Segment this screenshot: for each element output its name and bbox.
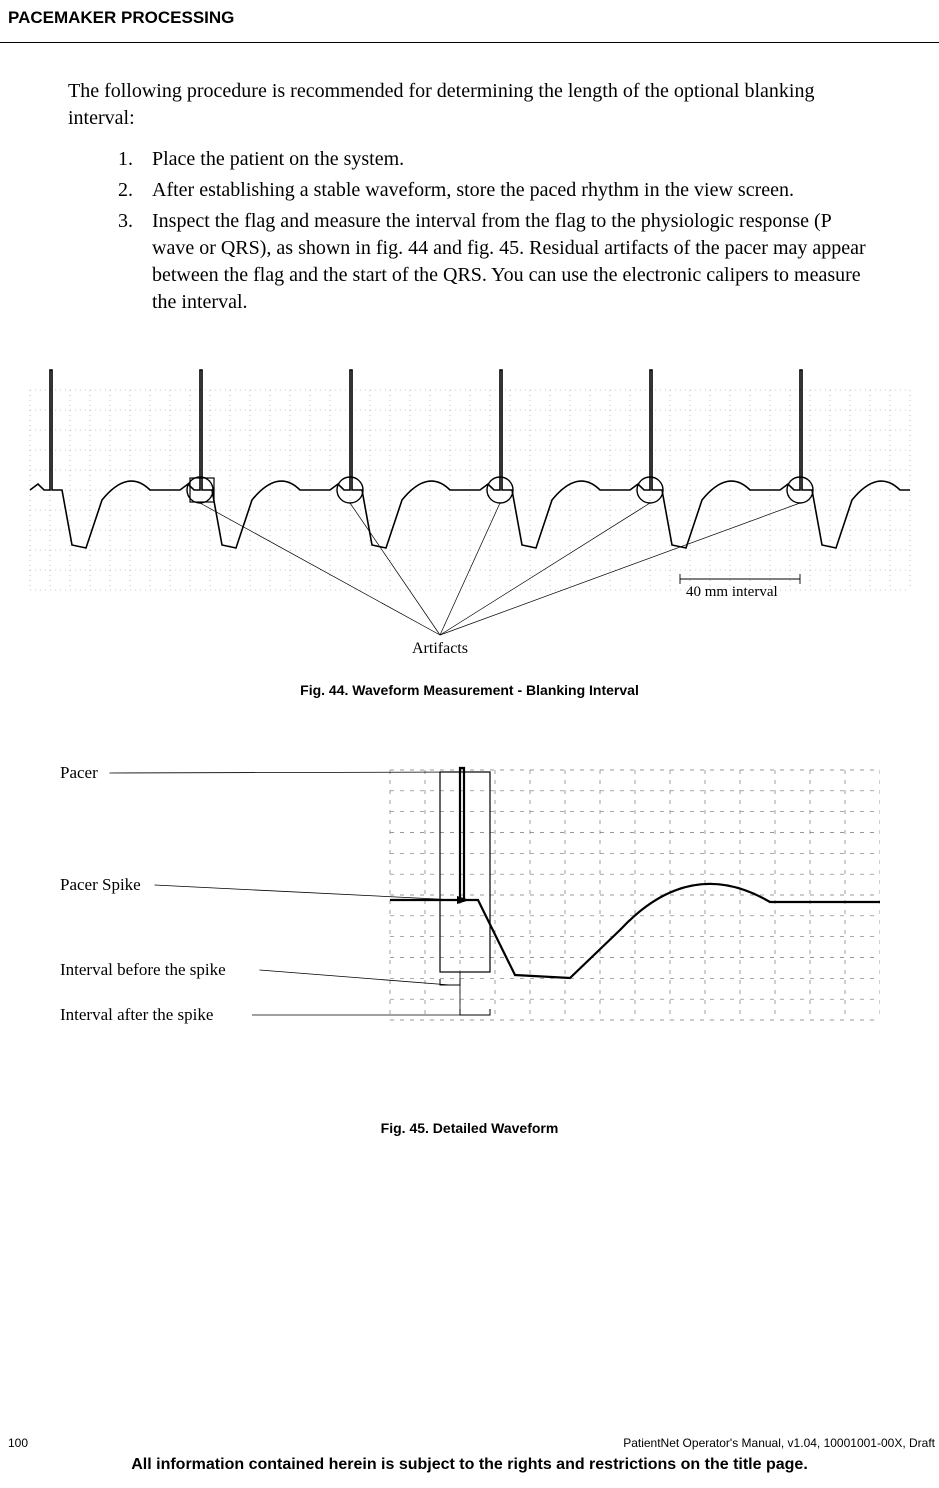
list-item: 1. Place the patient on the system. xyxy=(118,146,868,173)
list-item: 2. After establishing a stable waveform,… xyxy=(118,177,868,204)
list-text: Inspect the flag and measure the interva… xyxy=(152,208,868,316)
footer-notice: All information contained herein is subj… xyxy=(0,1456,939,1474)
list-text: Place the patient on the system. xyxy=(152,146,868,173)
svg-text:40 mm interval: 40 mm interval xyxy=(686,584,778,600)
page-header: PACEMAKER PROCESSING xyxy=(8,8,234,28)
svg-text:Pacer Spike: Pacer Spike xyxy=(60,875,141,894)
header-rule xyxy=(0,42,939,43)
footer-page-number: 100 xyxy=(8,1436,28,1450)
footer-right-text: PatientNet Operator's Manual, v1.04, 100… xyxy=(623,1436,935,1450)
page: PACEMAKER PROCESSING The following proce… xyxy=(0,0,939,1488)
svg-text:Interval after the spike: Interval after the spike xyxy=(60,1005,213,1024)
svg-text:Interval before the spike: Interval before the spike xyxy=(60,960,226,979)
list-text: After establishing a stable waveform, st… xyxy=(152,177,868,204)
list-num: 3. xyxy=(118,208,152,316)
figure-44-waveform: Artifacts 40 mm interval xyxy=(20,360,920,690)
figure-44-caption: Fig. 44. Waveform Measurement - Blanking… xyxy=(0,682,939,698)
intro-paragraph: The following procedure is recommended f… xyxy=(68,78,868,132)
procedure-list: 1. Place the patient on the system. 2. A… xyxy=(118,146,868,316)
figure-45-detailed-waveform: Pacer Pacer Spike Interval before the spik… xyxy=(60,760,880,1080)
body-text: The following procedure is recommended f… xyxy=(68,78,868,320)
svg-text:Pacer: Pacer xyxy=(60,763,98,782)
list-num: 1. xyxy=(118,146,152,173)
list-num: 2. xyxy=(118,177,152,204)
list-item: 3. Inspect the flag and measure the inte… xyxy=(118,208,868,316)
svg-text:Artifacts: Artifacts xyxy=(412,640,468,657)
figure-45-caption: Fig. 45. Detailed Waveform xyxy=(0,1120,939,1136)
